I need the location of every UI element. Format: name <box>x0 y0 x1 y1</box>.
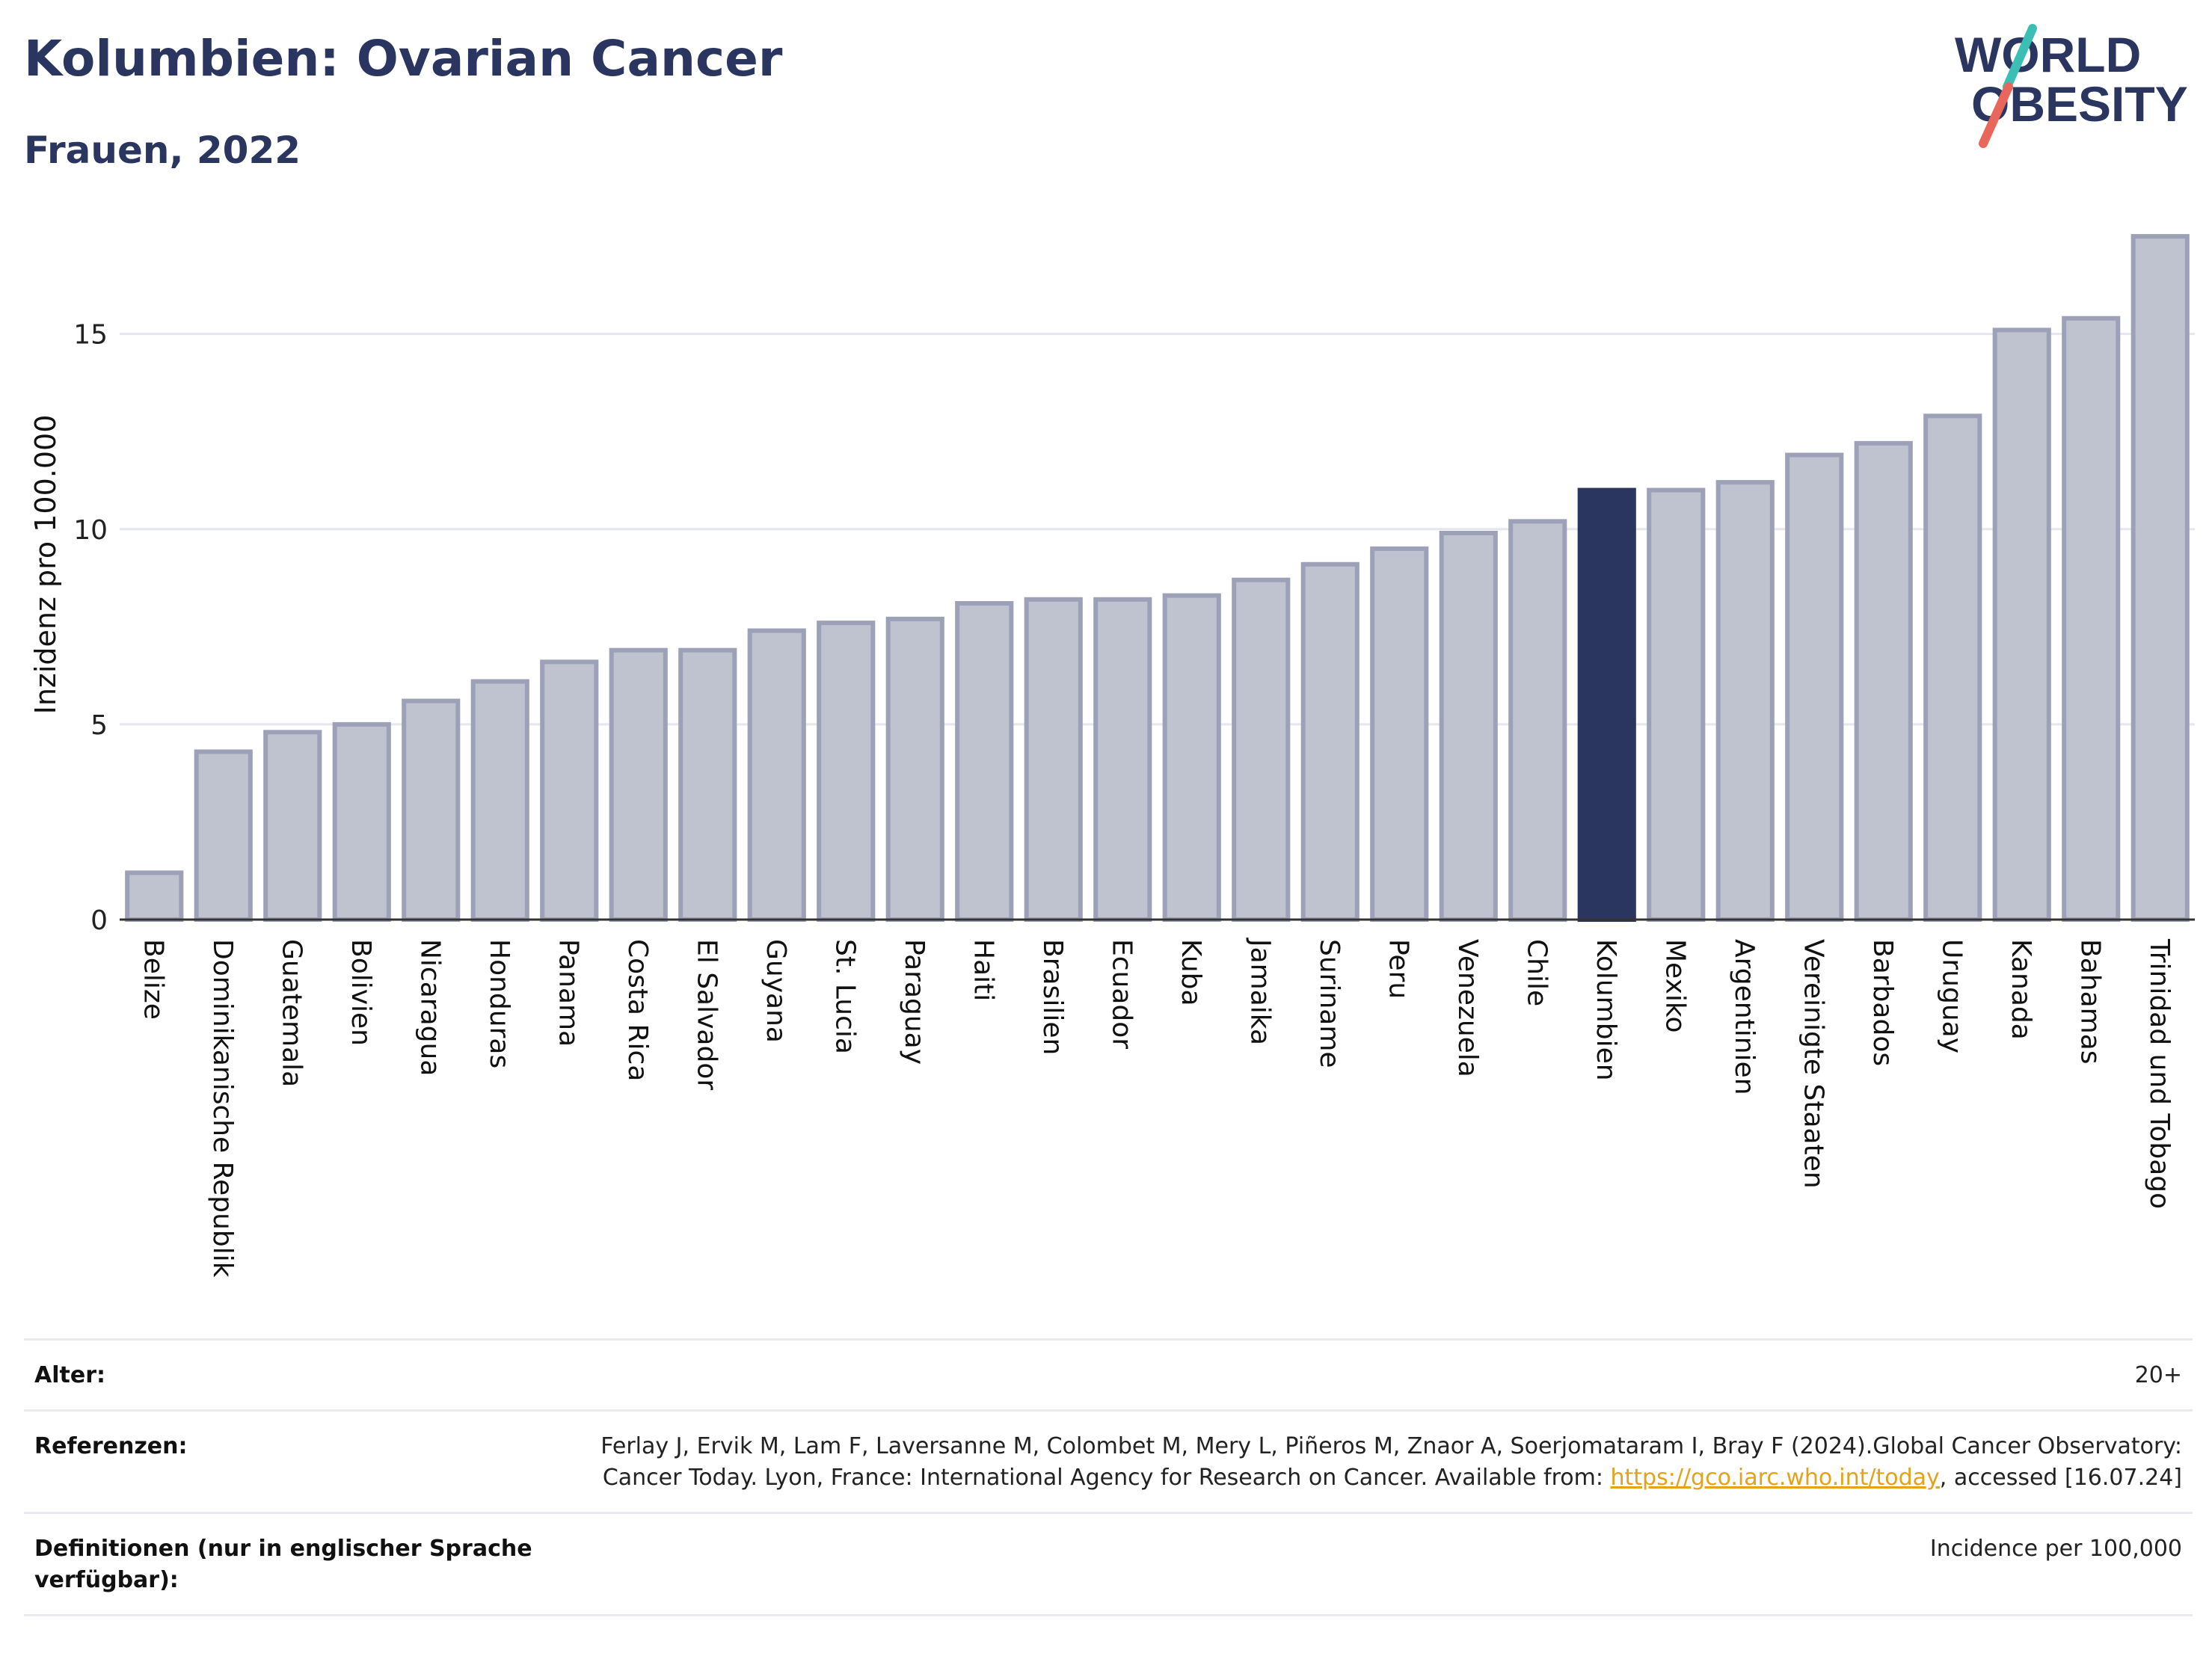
bar <box>747 628 806 922</box>
bar <box>402 698 461 922</box>
y-axis-label: Inzidenz pro 100.000 <box>29 415 62 715</box>
x-tick-label: Argentinien <box>1729 939 1760 1095</box>
references-link[interactable]: https://gco.iarc.who.int/today <box>1610 1465 1940 1491</box>
bars <box>125 234 2190 923</box>
references-label: Referenzen: <box>34 1433 188 1459</box>
bar <box>1647 487 1706 922</box>
x-tick-label: Peru <box>1383 939 1413 999</box>
info-row-age: Alter: 20+ <box>24 1338 2193 1409</box>
bar <box>609 647 668 923</box>
x-tick-label: Guyana <box>761 939 791 1043</box>
bar <box>678 647 737 923</box>
bar-chart: 0 5 10 15 Belize Dominikanische Republik Guat… <box>29 234 2195 1278</box>
bar <box>1370 546 1429 923</box>
x-tick-label: Suriname <box>1314 939 1345 1068</box>
references-accessed: , accessed [16.07.24] <box>1939 1465 2182 1491</box>
bar <box>263 730 322 922</box>
bar <box>470 679 529 922</box>
bar <box>1854 440 1913 922</box>
x-tick-label: Guatemala <box>276 939 307 1087</box>
x-tick-label: Venezuela <box>1452 939 1483 1077</box>
world-obesity-logo: WORLD OBESITY <box>1955 24 2188 148</box>
bar <box>1162 593 1221 922</box>
bar <box>194 749 253 923</box>
x-tick-label: Panama <box>553 939 583 1047</box>
references-text: Ferlay J, Ervik M, Lam F, Laversanne M, … <box>600 1433 2182 1491</box>
y-tick-label: 0 <box>90 905 108 936</box>
y-tick-label: 10 <box>73 515 108 546</box>
info-table: Alter: 20+ Referenzen: Ferlay J, Ervik M… <box>24 1338 2193 1616</box>
x-tick-label: Barbados <box>1867 939 1898 1066</box>
definitions-value: Incidence per 100,000 <box>1929 1536 2182 1562</box>
x-tick-label: Chile <box>1521 939 1552 1006</box>
x-tick-label: Bahamas <box>2074 939 2105 1065</box>
grid-lines <box>120 333 2195 726</box>
bar <box>2062 315 2121 922</box>
definitions-label: Definitionen (nur in englischer Sprache … <box>34 1536 532 1593</box>
x-tick-label: Nicaragua <box>414 939 445 1076</box>
x-tick-label: Jamaika <box>1244 938 1275 1045</box>
logo-slash-coral <box>1979 82 2013 148</box>
x-tick-label: Uruguay <box>1936 939 1967 1053</box>
x-tick-label: Trinidad und Tobago <box>2144 938 2175 1209</box>
x-tick-label: Bolivien <box>345 939 376 1046</box>
bar <box>1439 531 1498 922</box>
references-value: Ferlay J, Ervik M, Lam F, Laversanne M, … <box>574 1431 2182 1494</box>
x-tick-label: Mexiko <box>1659 939 1690 1032</box>
x-tick-label: Ecuador <box>1106 939 1137 1049</box>
x-tick-label: Haiti <box>968 939 998 1001</box>
x-tick-label: Kuba <box>1176 939 1206 1006</box>
logo-slash-teal <box>2003 24 2037 91</box>
bar <box>1508 519 1567 922</box>
bar-highlight <box>1577 487 1636 922</box>
bar <box>1300 561 1360 922</box>
bar <box>885 616 944 923</box>
bar <box>1785 452 1844 922</box>
logo-text-world: WORLD <box>1955 27 2141 82</box>
x-tick-label: El Salvador <box>691 939 722 1090</box>
y-tick-label: 15 <box>73 320 108 351</box>
axes: 0 5 10 15 <box>73 320 2195 936</box>
age-label: Alter: <box>34 1362 105 1388</box>
x-tick-label: Kanada <box>2006 939 2036 1040</box>
info-row-definitions: Definitionen (nur in englischer Sprache … <box>24 1512 2193 1616</box>
x-tick-label: Costa Rica <box>622 939 653 1081</box>
bar <box>1024 597 1083 922</box>
category-labels: Belize Dominikanische Republik Guatemala Bo… <box>138 938 2175 1278</box>
age-value: 20+ <box>2134 1362 2182 1388</box>
x-tick-label: Belize <box>138 939 168 1020</box>
bar <box>955 601 1014 922</box>
chart-title: Kolumbien: Ovarian Cancer <box>24 30 783 87</box>
bar <box>2130 234 2190 923</box>
bar <box>817 621 876 922</box>
x-tick-label: Brasilien <box>1037 939 1068 1055</box>
x-tick-label: Paraguay <box>899 939 930 1065</box>
x-tick-label: St. Lucia <box>829 939 860 1054</box>
bar <box>125 870 184 923</box>
x-tick-label: Honduras <box>484 939 514 1068</box>
chart-subtitle: Frauen, 2022 <box>24 129 301 172</box>
info-row-references: Referenzen: Ferlay J, Ervik M, Lam F, La… <box>24 1409 2193 1512</box>
bar <box>1232 577 1291 923</box>
bar <box>1093 597 1152 922</box>
bar <box>1715 480 1775 922</box>
bar <box>540 659 599 922</box>
bar <box>332 721 391 923</box>
x-tick-label: Vereinigte Staaten <box>1798 939 1828 1189</box>
bar <box>1992 327 2051 922</box>
x-tick-label: Kolumbien <box>1591 939 1621 1081</box>
bar <box>1923 413 1982 922</box>
y-tick-label: 5 <box>90 710 108 741</box>
x-tick-label: Dominikanische Republik <box>207 939 238 1278</box>
